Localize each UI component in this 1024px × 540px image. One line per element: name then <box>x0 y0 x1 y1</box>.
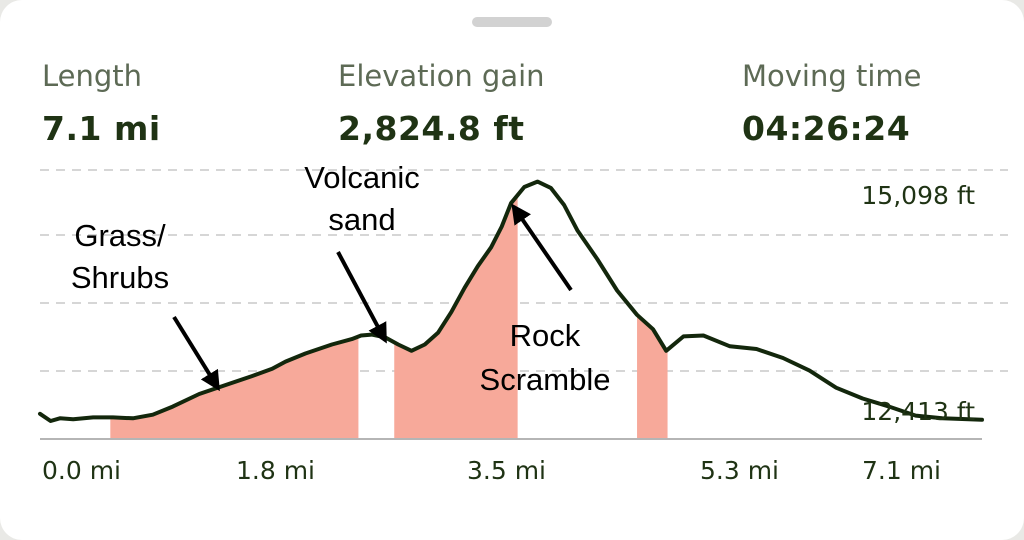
highlight-band <box>637 314 668 439</box>
y-axis-labels: 15,098 ft 12,413 ft <box>861 181 975 426</box>
elevation-line <box>38 179 984 423</box>
annotation-label: Scramble <box>480 362 611 397</box>
x-tick-label: 7.1 mi <box>862 456 941 485</box>
highlight-band <box>110 336 359 439</box>
x-tick-label: 1.8 mi <box>236 456 315 485</box>
annotations: Grass/Shrubs Volcanic sand Rock Scramble <box>71 160 611 397</box>
stat-moving-time-label: Moving time <box>742 59 922 93</box>
stat-moving-time-value: 04:26:24 <box>742 109 911 148</box>
annotation-label: Shrubs <box>71 260 169 295</box>
annotation-arrow <box>511 203 573 292</box>
annotation-label: sand <box>328 202 395 237</box>
annotation-label: Rock <box>510 318 581 353</box>
elevation-profile-chart[interactable]: 15,098 ft 12,413 ft 0.0 mi 1.8 mi 3.5 mi 5.… <box>0 0 1024 512</box>
stat-length: Length 7.1 mi <box>42 58 161 150</box>
y-max-label: 15,098 ft <box>861 181 975 210</box>
annotation-arrow <box>336 251 387 344</box>
stat-elevation-gain-value: 2,824.8 ft <box>338 109 525 148</box>
stat-elevation-gain-label: Elevation gain <box>338 59 545 93</box>
y-min-label: 12,413 ft <box>861 397 975 426</box>
x-tick-label: 5.3 mi <box>700 456 779 485</box>
x-tick-label: 3.5 mi <box>467 456 546 485</box>
x-tick-label: 0.0 mi <box>42 456 121 485</box>
drag-handle[interactable] <box>472 17 552 27</box>
annotation-label: Volcanic <box>304 160 419 195</box>
x-axis-ticks: 0.0 mi 1.8 mi 3.5 mi 5.3 mi 7.1 mi <box>42 456 941 485</box>
annotation-label: Grass/ <box>74 218 166 253</box>
annotation-arrow <box>172 315 220 392</box>
stat-length-value: 7.1 mi <box>42 109 161 148</box>
stat-length-label: Length <box>42 59 143 93</box>
stat-elevation-gain: Elevation gain 2,824.8 ft <box>338 58 545 150</box>
stat-moving-time: Moving time 04:26:24 <box>742 58 922 150</box>
